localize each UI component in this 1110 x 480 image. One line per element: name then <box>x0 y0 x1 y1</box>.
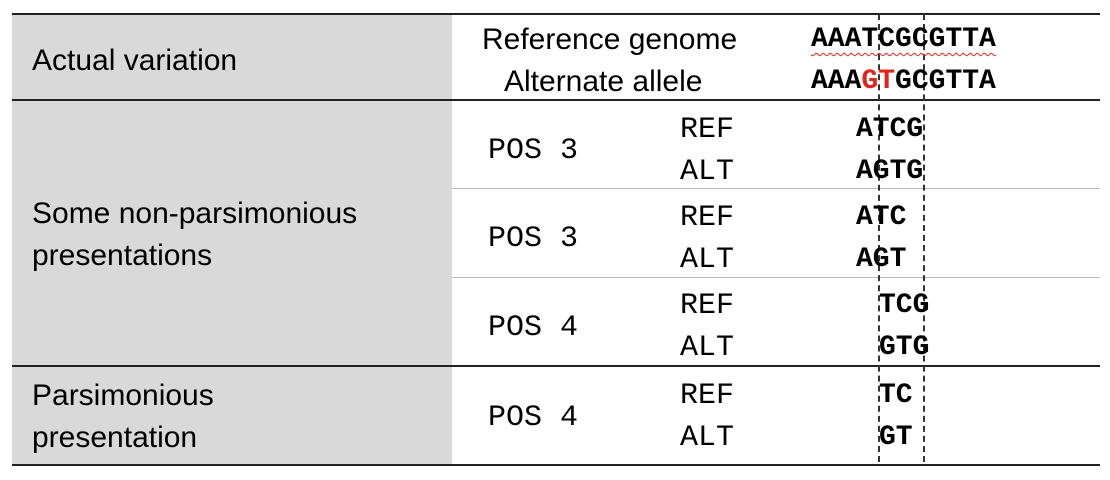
alt-tag: ALT <box>680 243 735 277</box>
label-cell-bg-nonparsimonious <box>12 101 452 366</box>
row-label-actual-variation: Actual variation <box>32 44 238 77</box>
row-divider <box>12 99 1100 101</box>
alt-sequence: AGTG <box>856 156 924 187</box>
alternate-sequence: AAAGTGCGTTA <box>811 64 996 100</box>
row-label-parsimonious-line2: presentation <box>32 421 198 454</box>
subrow-divider <box>452 188 1100 189</box>
ref-tag: REF <box>680 289 735 323</box>
ref-tag: REF <box>680 113 735 147</box>
label-cell-bg-parsimonious <box>12 367 452 464</box>
position-label: POS 4 <box>488 311 579 345</box>
alignment-guide-right <box>923 14 925 462</box>
position-label: POS 3 <box>488 222 579 256</box>
ref-tag: REF <box>680 201 735 235</box>
reference-sequence: AAATCGCGTTA <box>811 24 996 55</box>
position-label: POS 4 <box>488 401 579 435</box>
table-bottom-rule <box>12 464 1100 466</box>
ref-sequence: ATCG <box>856 114 924 145</box>
row-divider <box>12 365 1100 367</box>
row-label-nonparsimonious-line1: Some non-parsimonious <box>32 197 358 230</box>
ref-tag: REF <box>680 379 735 413</box>
row-label-nonparsimonious-line2: presentations <box>32 239 213 272</box>
alternate-highlight: GT <box>861 66 896 97</box>
table-top-rule <box>12 13 1100 15</box>
position-label: POS 3 <box>488 134 579 168</box>
ref-sequence: TCG <box>879 290 930 321</box>
alt-tag: ALT <box>680 155 735 189</box>
ref-sequence: TC <box>879 380 913 411</box>
alt-sequence: AGT <box>856 244 907 275</box>
row-label-parsimonious-line1: Parsimonious <box>32 379 214 412</box>
label-cell-bg-actual <box>12 15 452 100</box>
reference-genome-label: Reference genome <box>482 23 738 56</box>
alignment-guide-left <box>878 14 880 462</box>
subrow-divider <box>452 277 1100 278</box>
alt-tag: ALT <box>680 331 735 365</box>
alt-sequence: GTG <box>879 332 930 363</box>
alternate-prefix: AAA <box>811 66 862 97</box>
alt-tag: ALT <box>680 421 735 455</box>
ref-sequence: ATC <box>856 202 907 233</box>
alt-sequence: GT <box>879 422 913 453</box>
alternate-allele-label: Alternate allele <box>504 65 703 98</box>
alternate-suffix: GCGTTA <box>895 66 996 97</box>
